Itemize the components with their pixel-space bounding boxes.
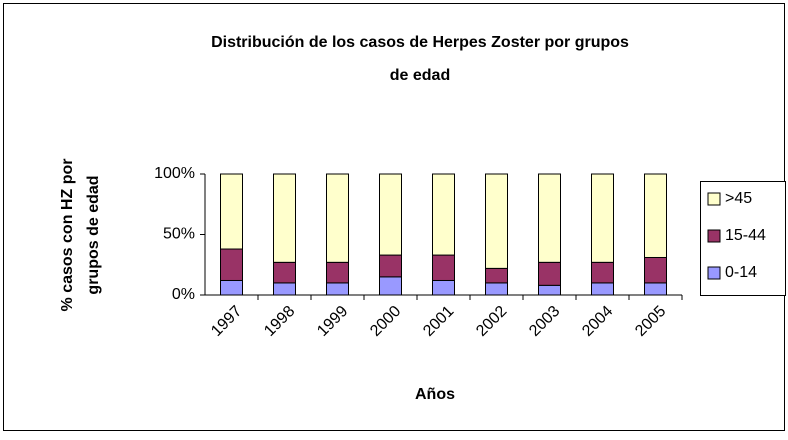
legend-swatch	[707, 266, 721, 280]
bar-segment	[273, 261, 296, 284]
bar-segment	[538, 261, 561, 286]
y-tick-label: 50%	[163, 226, 195, 243]
legend-label: 0-14	[725, 264, 757, 281]
bar-segment	[432, 173, 455, 256]
bar-segment	[591, 261, 614, 284]
y-tick-label: 0%	[172, 286, 195, 303]
legend-swatch	[707, 229, 721, 243]
legend-label: >45	[725, 190, 752, 207]
bar-segment	[591, 282, 614, 296]
bar-segment	[538, 284, 561, 296]
bar-segment	[644, 173, 667, 258]
legend-swatch	[707, 192, 721, 206]
bar-segment	[326, 173, 349, 263]
chart-title: de edad	[390, 67, 450, 84]
bar-segment	[485, 282, 508, 296]
bar-segment	[591, 173, 614, 263]
legend-label: 15-44	[725, 227, 766, 244]
bar-segment	[432, 254, 455, 281]
bar-segment	[379, 254, 402, 278]
bar-segment	[379, 173, 402, 256]
y-axis-title: grupos de edad	[85, 175, 102, 294]
bar-segment	[485, 173, 508, 269]
y-axis-title: % casos con HZ por	[59, 159, 76, 312]
bar-segment	[485, 267, 508, 284]
bar-segment	[273, 173, 296, 263]
y-tick-label: 100%	[154, 165, 195, 182]
x-axis-title: Años	[415, 386, 455, 403]
bar-segment	[379, 276, 402, 296]
bar-segment	[220, 248, 243, 281]
bar-segment	[326, 261, 349, 284]
bar-segment	[644, 256, 667, 284]
bar-segment	[326, 282, 349, 296]
bar-segment	[432, 279, 455, 296]
bar-segment	[220, 173, 243, 250]
bar-segment	[273, 282, 296, 296]
bar-segment	[220, 279, 243, 296]
bar-segment	[538, 173, 561, 263]
bar-segment	[644, 282, 667, 296]
chart-title: Distribución de los casos de Herpes Zost…	[211, 34, 629, 51]
